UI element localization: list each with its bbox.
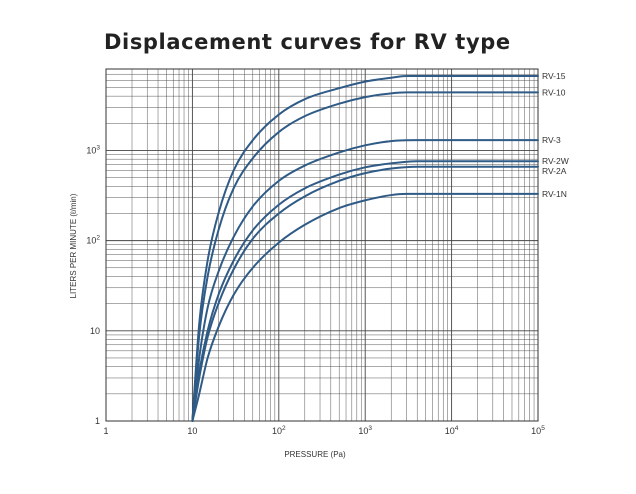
y-axis-label: LITERS PER MINUTE (ℓ/min) — [69, 193, 78, 298]
series-line-rv-2w — [191, 160, 539, 422]
x-axis-label: PRESSURE (Pa) — [284, 450, 346, 459]
y-tick-label: 10 — [90, 326, 100, 336]
curves — [191, 74, 539, 422]
x-tick-label: 104 — [445, 425, 459, 436]
x-tick-label: 103 — [358, 425, 372, 436]
x-tick-label: 105 — [531, 425, 545, 436]
series-label-rv-2a: RV-2A — [542, 166, 567, 176]
series-label-rv-3: RV-3 — [542, 135, 561, 145]
y-tick-label: 102 — [86, 235, 100, 246]
x-tick-label: 1 — [103, 426, 108, 436]
series-line-rv-15 — [191, 74, 539, 422]
y-tick-label: 1 — [95, 416, 100, 426]
series-line-rv-3 — [191, 139, 539, 422]
chart-title: Displacement curves for RV type — [104, 30, 511, 54]
x-tick-label: 102 — [272, 425, 286, 436]
y-axis-ticks: 1 10 102 103 — [86, 144, 100, 426]
x-axis-ticks: 1 10 102 103 104 105 — [103, 425, 545, 436]
series-label-rv-10: RV-10 — [542, 87, 566, 97]
series-line-rv-2a — [191, 165, 539, 422]
series-line-rv-1n — [191, 192, 539, 422]
series-line-rv-10 — [191, 91, 539, 422]
series-label-rv-2w: RV-2W — [542, 156, 569, 166]
x-tick-label: 10 — [187, 426, 197, 436]
grid — [105, 68, 538, 422]
plot-frame — [105, 68, 539, 422]
series-label-rv-15: RV-15 — [542, 71, 566, 81]
y-tick-label: 103 — [86, 144, 100, 155]
series-label-rv-1n: RV-1N — [542, 189, 567, 199]
